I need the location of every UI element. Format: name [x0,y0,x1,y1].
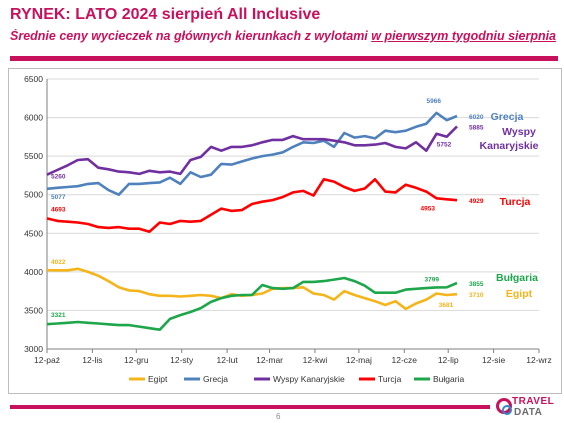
data-label: 4929 [469,198,484,205]
data-label: 5885 [469,124,484,131]
data-label: 4693 [51,206,66,213]
data-label: 4022 [51,259,66,266]
page-subtitle: Średnie ceny wycieczek na głównych kieru… [10,29,560,43]
logo-text-data: DATA [514,407,543,418]
price-line-chart: 3000 3500 4000 4500 5000 5500 6000 6500 12-paź 12… [24,74,552,384]
series-line-turcja [46,178,458,233]
legend-label: Turcja [378,374,402,384]
series-line-bułgaria [46,276,458,332]
data-label: 3799 [425,276,440,283]
data-label: 4953 [421,205,436,212]
x-tick-label: 12-mar [256,355,283,365]
page-number: 6 [276,412,281,421]
series-end-label: Kanaryjskie [480,140,539,152]
series-end-label: Bułgaria [496,272,538,284]
legend-label: Egipt [148,374,168,384]
x-tick-label: 12-lut [216,355,238,365]
x-tick-label: 12-lip [438,355,459,365]
logo-ring-icon [502,405,512,415]
x-tick-label: 12-paź [34,355,60,365]
header-divider [10,56,558,61]
data-label: 3681 [439,302,454,309]
footer-divider [10,405,490,409]
x-tick-label: 12-sie [482,355,505,365]
y-tick-label: 3500 [24,305,43,315]
y-tick-label: 4000 [24,267,43,277]
x-tick-label: 12-kwi [303,355,328,365]
logo-text-travel: TRAVEL [512,396,555,407]
series-end-label: Egipt [506,288,533,300]
series-end-label: Grecja [491,111,524,123]
x-tick-label: 12-wrz [526,355,552,365]
y-tick-label: 6000 [24,113,43,123]
subtitle-underlined-text: w pierwszym tygodniu sierpnia [371,29,557,43]
legend-label: Bułgaria [433,374,464,384]
data-label: 3855 [469,281,484,288]
travel-data-logo: TRAVEL DATA [496,394,562,422]
data-label: 6020 [469,114,484,121]
series-end-label: Wyspy [502,126,536,138]
data-label: 3321 [51,312,66,319]
series-line-egipt [46,267,458,311]
y-tick-label: 3000 [24,344,43,354]
x-tick-label: 12-gru [124,355,149,365]
data-label: 5966 [427,98,442,105]
y-tick-label: 6500 [24,74,43,84]
data-label: 5752 [437,142,452,149]
legend-label: Wyspy Kanaryjskie [273,374,345,384]
subtitle-text: Średnie ceny wycieczek na głównych kieru… [10,29,372,43]
legend-label: Grecja [203,374,228,384]
x-tick-label: 12-cze [392,355,418,365]
data-label: 5077 [51,194,66,201]
y-tick-label: 4500 [24,228,43,238]
x-tick-label: 12-sty [170,355,194,365]
data-label: 5260 [51,174,66,181]
page-title: RYNEK: LATO 2024 sierpień All Inclusive [10,6,321,23]
series-line-wyspy-kanaryjskie [46,125,458,176]
x-tick-label: 12-lis [82,355,102,365]
series-end-label: Turcja [500,196,531,208]
y-tick-label: 5500 [24,151,43,161]
data-label: 3710 [469,292,484,299]
series-line-grecja [46,111,458,196]
chart-container: 3000 3500 4000 4500 5000 5500 6000 6500 12-paź 12… [8,68,562,394]
y-tick-label: 5000 [24,190,43,200]
x-tick-label: 12-maj [346,355,372,365]
